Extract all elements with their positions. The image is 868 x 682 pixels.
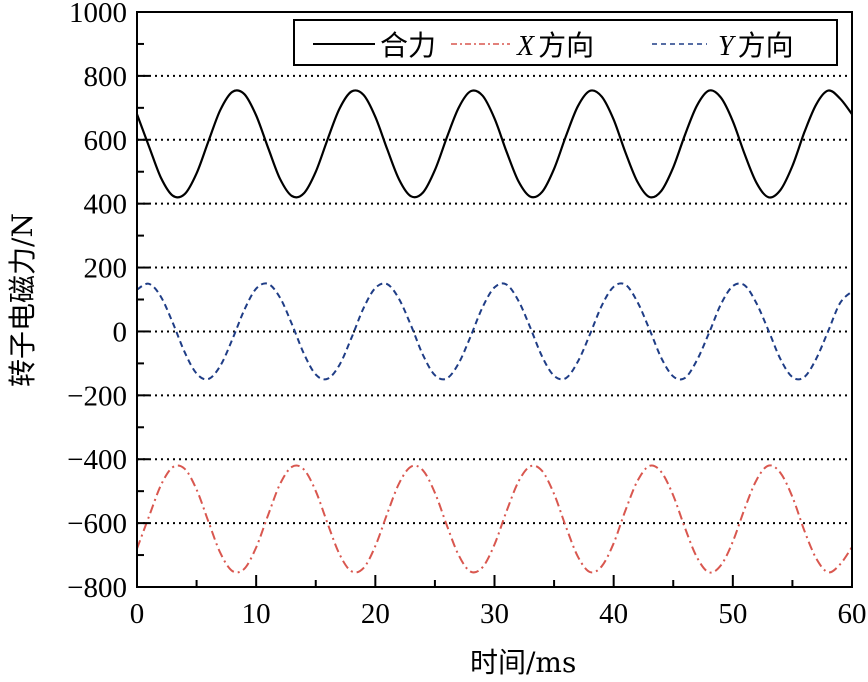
x-tick-label: 60 — [838, 598, 867, 630]
y-tick-label: 200 — [84, 253, 128, 285]
legend-italic-x: X — [516, 31, 535, 62]
y-tick-label: 800 — [84, 61, 128, 93]
x-axis-title: 时间/ms — [470, 646, 576, 679]
x-tick-label: 40 — [599, 598, 628, 630]
legend-label-x: X 方向 — [516, 29, 594, 62]
legend-label-y: Y 方向 — [718, 29, 794, 62]
x-tick-label: 50 — [718, 598, 747, 630]
y-tick-label: −200 — [67, 380, 127, 412]
series-layer — [135, 89, 853, 574]
y-tick-label: −600 — [67, 508, 127, 540]
legend-italic-y: Y — [718, 31, 737, 62]
legend-text-x: 方向 — [538, 29, 594, 62]
x-tick-label: 20 — [361, 598, 390, 630]
y-tick-label: −400 — [67, 444, 127, 476]
x-tick-label: 30 — [480, 598, 509, 630]
series-resultant-force — [135, 89, 853, 199]
legend-box — [293, 19, 838, 66]
y-tick-label: 1000 — [69, 0, 127, 29]
y-tick-label: 0 — [113, 316, 128, 348]
y-axis-ticks: −800 −600 −400 −200 0 200 400 600 800 1000 — [67, 0, 149, 604]
legend-label-resultant: 合力 — [380, 29, 436, 62]
x-tick-label: 0 — [130, 598, 145, 630]
legend-text-y: 方向 — [738, 29, 794, 62]
y-tick-label: 400 — [84, 189, 128, 221]
legend: 合力 X 方向 Y 方向 — [293, 19, 838, 66]
y-axis-title: 转子电磁力/N — [6, 213, 39, 387]
plot-frame — [136, 11, 853, 588]
x-axis-ticks: 0 10 20 30 40 50 60 — [130, 575, 867, 630]
y-tick-label: −800 — [67, 572, 127, 604]
series-y-direction — [136, 282, 853, 381]
x-tick-label: 10 — [242, 598, 271, 630]
series-x-direction — [136, 464, 853, 574]
grid-lines — [137, 74, 852, 525]
y-tick-label: 600 — [84, 125, 128, 157]
